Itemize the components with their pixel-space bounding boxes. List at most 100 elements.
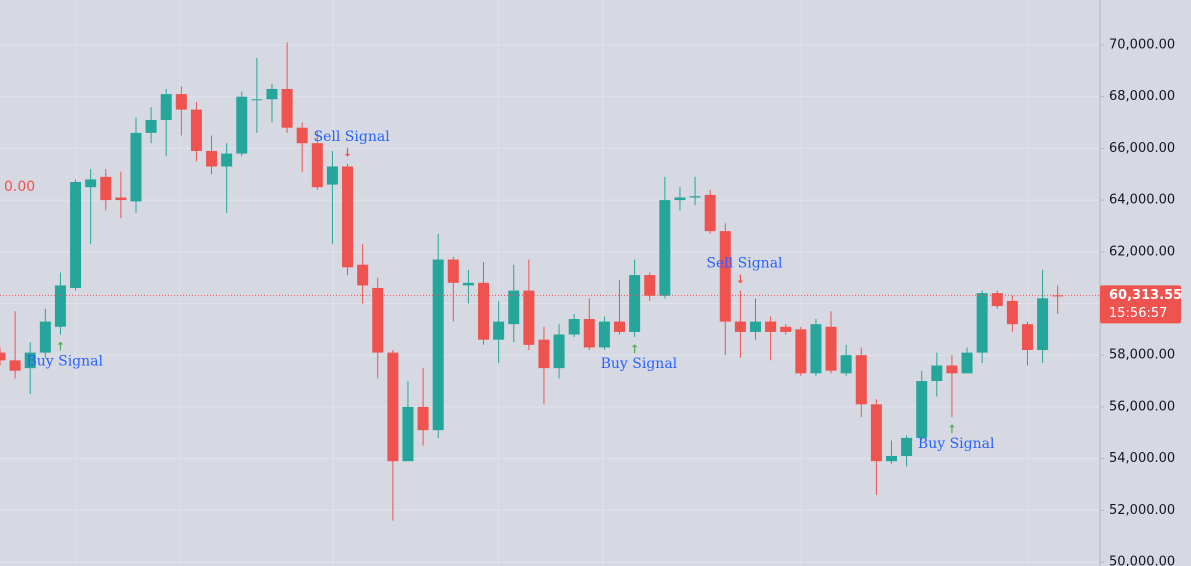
candle-body [130,132,142,202]
signal-label: Sell Signal [706,256,783,272]
candle-body [538,339,550,369]
signal-label: Sell Signal [314,129,391,145]
candle-body [311,143,323,188]
candle-body [583,319,595,348]
countdown: 15:56:57 [1109,306,1167,321]
candle-body [870,404,882,462]
candle-body [644,275,656,296]
candle-body [266,88,278,100]
candle-body [462,282,474,286]
candle-body [85,179,97,188]
candle-body [1037,298,1049,351]
candle-body [54,285,66,327]
candle-body [901,437,913,457]
candle-body [568,319,580,335]
candle-body [855,355,867,405]
candle-body [160,94,172,120]
candle-body [1021,324,1033,351]
candle-body [236,96,248,154]
candle-body [432,259,444,431]
left-label: 0.00 [4,179,35,195]
signal-arrow [345,147,350,157]
candle-body [478,282,490,340]
y-tick-label: 52,000.00 [1109,503,1175,518]
candle-body [810,324,822,374]
price-label-box [1100,285,1181,324]
candle-body [765,321,777,332]
candle-body [704,194,716,232]
candle-body [357,264,369,286]
candle-body [100,176,112,201]
candle-body [296,127,308,144]
candle-body [0,352,6,361]
signal-label: Buy Signal [26,354,103,370]
candle-body [689,196,701,198]
candle-body [145,119,157,133]
candle-body [206,150,218,167]
candle-body [387,352,399,462]
candle-body [115,197,127,201]
y-tick-label: 70,000.00 [1109,38,1175,53]
signal-label: Buy Signal [601,356,678,372]
plot: Buy Signal Sell Signal Buy Signal Sell Sign… [0,42,1100,521]
candle-body [780,326,792,332]
candle-body [916,381,928,438]
candle-body [976,293,988,353]
signal-arrow [58,341,63,351]
candle-body [447,259,459,283]
candle-body [1006,300,1018,325]
candle-body [221,153,233,167]
candle-body [719,231,731,322]
y-tick-label: 58,000.00 [1109,348,1175,363]
candle-body [629,275,641,332]
y-tick-label: 56,000.00 [1109,399,1175,414]
candle-body [734,321,746,332]
candle-body [508,290,520,325]
candle-body [946,365,958,374]
candle-body [961,352,973,374]
candle-body [402,406,414,462]
y-tick-label: 66,000.00 [1109,141,1175,156]
candle-body [372,287,384,353]
candle-body [840,355,852,374]
candle-body [598,321,610,348]
candle-body [553,334,565,369]
signal-arrow [632,344,638,354]
candle-body [885,456,897,462]
y-tick-label: 50,000.00 [1109,554,1175,566]
candle-body [9,360,21,371]
signal-label: Buy Signal [918,436,995,452]
candle-body [931,365,943,382]
candle-body [251,99,263,101]
y-tick-label: 62,000.00 [1109,244,1175,259]
y-tick-label: 54,000.00 [1109,451,1175,466]
candle-body [70,182,82,288]
candle-body [674,197,686,201]
grid [0,0,1100,566]
candle-body [281,88,293,128]
candle-body [1052,295,1064,297]
signal-arrow [949,424,955,434]
candle-body [991,293,1003,307]
candle-body [614,321,626,332]
candle-body [750,321,761,332]
candle-body [24,352,36,369]
candle-body [825,326,837,371]
y-tick-label: 64,000.00 [1109,193,1175,208]
candle-body [659,200,671,296]
signal-arrow [737,274,743,284]
y-tick-label: 68,000.00 [1109,89,1175,104]
candle-body [39,321,51,353]
candle-body [190,109,202,151]
candle-body [523,290,535,345]
candle-body [417,406,429,431]
candle-body [326,166,338,185]
price-label: 60,313.55 [1109,288,1182,303]
candle-body [795,329,807,374]
candle-body [175,94,187,110]
candle-body [493,321,505,340]
candle-body [342,166,354,268]
